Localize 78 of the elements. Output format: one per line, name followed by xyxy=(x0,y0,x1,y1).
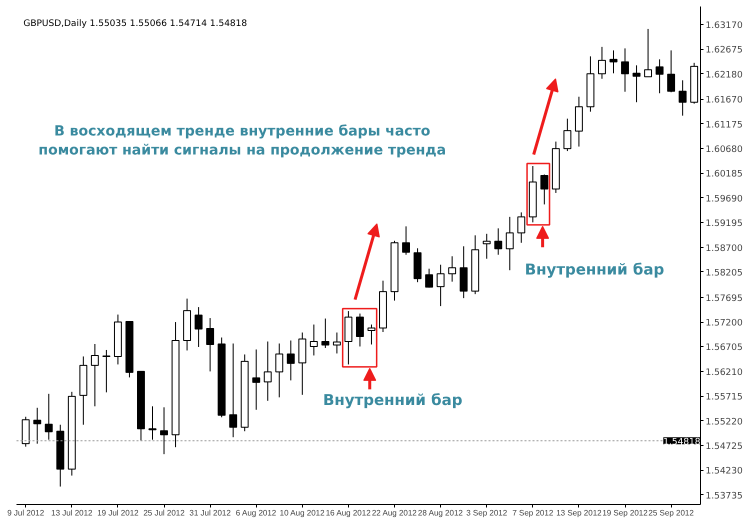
candlestick xyxy=(321,318,330,348)
candlestick xyxy=(102,349,110,393)
candlestick xyxy=(494,228,502,256)
y-tick-label: 1.61175 xyxy=(706,120,743,130)
y-tick-label: 1.60680 xyxy=(706,145,743,156)
candlestick xyxy=(44,393,53,440)
y-tick-label: 1.54725 xyxy=(706,442,743,452)
candlestick xyxy=(194,306,203,348)
annotation: Внутренний бар xyxy=(322,390,463,409)
text: GBPUSD,Daily 1.55035 1.55066 1.54714 1.54818 xyxy=(23,18,248,29)
x-tick-label: 28 Aug 2012 xyxy=(418,508,464,518)
candlestick xyxy=(148,406,156,440)
candlestick xyxy=(160,406,168,455)
x-tick-label: 10 Aug 2012 xyxy=(280,508,326,518)
candlestick xyxy=(252,348,260,410)
candlestick xyxy=(644,28,652,78)
y-tick-label: 1.58700 xyxy=(706,244,743,254)
y-tick-label: 1.61670 xyxy=(706,96,743,106)
y-tick-label: 1.54230 xyxy=(706,466,743,477)
y-tick-label: 1.55220 xyxy=(706,417,743,428)
y-tick-label: 1.57695 xyxy=(706,294,743,304)
x-tick-label: 19 Sep 2012 xyxy=(602,508,648,518)
candlestick xyxy=(656,58,664,94)
x-tick-label: 19 Jul 2012 xyxy=(97,508,140,518)
candlestick xyxy=(540,174,548,205)
y-tick-label: 1.63170 xyxy=(706,20,743,31)
annotation: Внутренний бар xyxy=(524,260,664,278)
candlestick xyxy=(206,318,214,372)
y-tick-label: 1.57200 xyxy=(706,318,743,329)
y-tick-label: 1.56705 xyxy=(706,343,743,354)
candlestick xyxy=(425,268,434,288)
candlestick xyxy=(632,64,640,103)
x-tick-label: 25 Jul 2012 xyxy=(143,508,186,518)
candlestick xyxy=(298,332,306,396)
y-tick-label: 1.62180 xyxy=(706,70,743,80)
candlestick xyxy=(598,46,606,80)
candlestick xyxy=(610,50,618,74)
candlestick xyxy=(332,332,341,354)
candlestick xyxy=(436,264,445,307)
candlestick xyxy=(506,216,514,271)
candlestick xyxy=(356,313,364,347)
x-tick-label: 6 Aug 2012 xyxy=(236,508,277,518)
candlestick xyxy=(22,416,30,448)
candlestick xyxy=(229,342,238,438)
y-tick-label: 1.55715 xyxy=(706,392,743,403)
y-tick-label: 1.59690 xyxy=(706,194,743,204)
candlestick xyxy=(275,342,284,398)
y-tick-label: 1.56210 xyxy=(706,368,743,378)
annotation: В восходящем тренде внутренние бары часто помогают найти сигналы на продолжение тренда xyxy=(38,123,446,159)
candlestick xyxy=(310,324,318,356)
x-tick-label: 7 Sep 2012 xyxy=(512,508,554,518)
x-tick-label: 13 Sep 2012 xyxy=(556,508,602,518)
y-tick-label: 1.59195 xyxy=(706,219,743,230)
candlestick xyxy=(448,256,456,282)
candlestick xyxy=(460,246,468,299)
candlestick xyxy=(563,118,572,152)
candlestick xyxy=(678,80,687,116)
ref-line-label: 1.54818 xyxy=(663,437,701,448)
candlestick xyxy=(517,212,526,244)
x-tick-label: 31 Jul 2012 xyxy=(189,508,232,518)
candlestick xyxy=(286,340,295,381)
x-tick-label: 13 Jul 2012 xyxy=(51,508,94,518)
candlestick xyxy=(264,340,272,402)
candlestick xyxy=(621,48,629,92)
candlestick xyxy=(90,343,99,407)
x-tick-label: 22 Aug 2012 xyxy=(372,508,418,518)
candlestick xyxy=(402,226,410,256)
x-tick-label: 9 Jul 2012 xyxy=(7,508,45,518)
y-tick-label: 1.58205 xyxy=(706,268,743,278)
x-tick-label: 16 Aug 2012 xyxy=(326,508,372,518)
y-tick-label: 1.62675 xyxy=(706,46,743,56)
candlestick xyxy=(667,50,676,93)
x-tick-label: 3 Sep 2012 xyxy=(466,508,508,518)
candlestick xyxy=(482,233,491,260)
y-tick-label: 1.53735 xyxy=(706,491,743,502)
y-tick-label: 1.60185 xyxy=(706,170,743,180)
candlestick xyxy=(368,324,376,345)
x-tick-label: 25 Sep 2012 xyxy=(648,508,694,518)
